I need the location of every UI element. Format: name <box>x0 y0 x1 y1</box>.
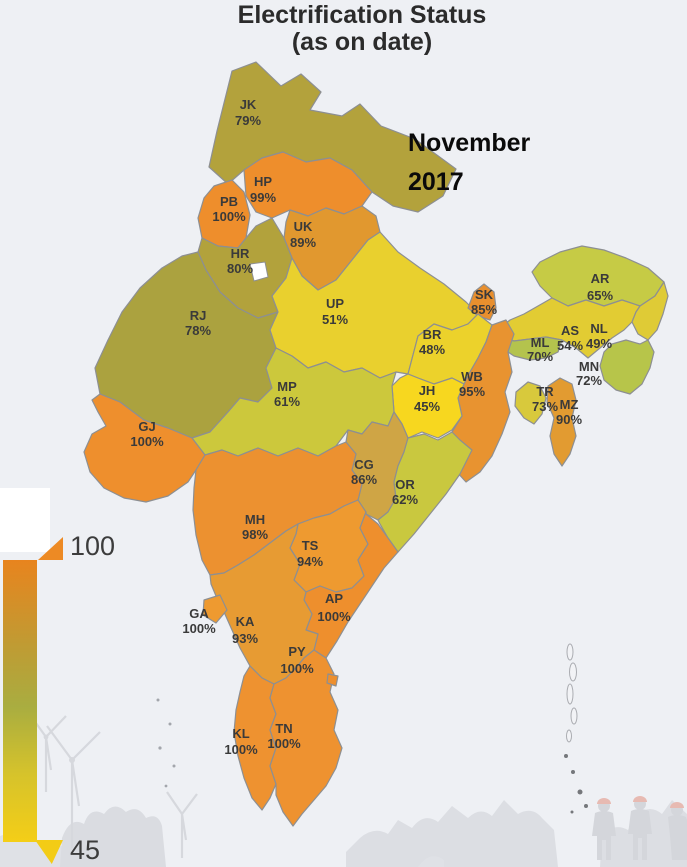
state-GJ[interactable] <box>83 393 206 503</box>
state-TN[interactable] <box>269 649 343 827</box>
state-label-KA: KA <box>236 614 255 629</box>
delhi-white-patch <box>249 261 269 282</box>
state-label-SK: SK <box>475 287 494 302</box>
village-silhouette-mid <box>346 800 558 867</box>
state-label-OR-pct: 62% <box>392 492 418 507</box>
state-label-PB-pct: 100% <box>212 209 246 224</box>
labels-layer: JK79%HP99%PB100%UK89%HR80%RJ78%UP51%SK85… <box>130 97 613 757</box>
title-line2: (as on date) <box>291 28 433 56</box>
state-label-ML: ML <box>531 335 550 350</box>
state-MN[interactable] <box>599 339 655 395</box>
state-label-MP: MP <box>277 379 297 394</box>
state-label-TR: TR <box>536 384 554 399</box>
state-label-BR: BR <box>423 327 442 342</box>
state-label-CG: CG <box>354 457 374 472</box>
state-label-NL-pct: 49% <box>586 336 612 351</box>
state-label-CG-pct: 86% <box>351 472 377 487</box>
date-label: November 2017 <box>408 124 530 202</box>
state-label-MN-pct: 72% <box>576 373 602 388</box>
turbine-hub <box>43 734 49 740</box>
page-title: Electrification Status (as on date) <box>140 2 584 56</box>
state-label-JK-pct: 79% <box>235 113 261 128</box>
state-label-AS: AS <box>561 323 579 338</box>
state-label-JH-pct: 45% <box>414 399 440 414</box>
state-label-MZ: MZ <box>560 397 579 412</box>
legend-gradient-bar <box>3 560 37 842</box>
state-label-HP: HP <box>254 174 272 189</box>
legend-max-label: 100 <box>70 531 116 561</box>
states-layer <box>83 61 669 827</box>
state-label-MH-pct: 98% <box>242 527 268 542</box>
state-label-NL: NL <box>590 321 607 336</box>
state-label-UP-pct: 51% <box>322 312 348 327</box>
nicobar-islands <box>564 754 588 814</box>
state-ML[interactable] <box>501 336 563 361</box>
state-NL[interactable] <box>631 281 669 341</box>
state-label-KL-pct: 100% <box>224 742 258 757</box>
state-label-JH: JH <box>419 383 436 398</box>
decor-layer <box>0 643 687 867</box>
wind-turbine-icon <box>27 711 198 858</box>
state-label-BR-pct: 48% <box>419 342 445 357</box>
state-label-TN-pct: 100% <box>267 736 301 751</box>
state-label-PB: PB <box>220 194 238 209</box>
date-year: 2017 <box>408 168 464 196</box>
tree-silhouette-left <box>60 806 166 867</box>
state-PY[interactable] <box>326 673 339 687</box>
state-label-AR-pct: 65% <box>587 288 613 303</box>
state-label-RJ: RJ <box>190 308 207 323</box>
state-label-MP-pct: 61% <box>274 394 300 409</box>
state-label-TR-pct: 73% <box>532 399 558 414</box>
state-label-AP: AP <box>325 591 343 606</box>
state-label-PY-pct: 100% <box>280 661 314 676</box>
state-KA[interactable] <box>209 523 319 685</box>
state-label-GJ-pct: 100% <box>130 434 164 449</box>
state-label-RJ-pct: 78% <box>185 323 211 338</box>
state-GA[interactable] <box>202 594 228 624</box>
worker-silhouette <box>592 796 687 860</box>
legend-whitebox <box>0 488 50 552</box>
date-month: November <box>408 129 531 157</box>
state-label-AP-pct: 100% <box>317 609 351 624</box>
state-WB[interactable] <box>447 319 515 483</box>
state-label-UP: UP <box>326 296 344 311</box>
state-label-PY: PY <box>288 644 306 659</box>
state-label-TS: TS <box>302 538 319 553</box>
state-OR[interactable] <box>377 431 473 553</box>
state-label-WB-pct: 95% <box>459 384 485 399</box>
state-label-KA-pct: 93% <box>232 631 258 646</box>
andaman-islands <box>566 643 578 743</box>
state-label-AR: AR <box>591 271 610 286</box>
state-label-TS-pct: 94% <box>297 554 323 569</box>
state-label-AS-pct: 54% <box>557 338 583 353</box>
state-MZ[interactable] <box>546 377 577 467</box>
state-label-MN: MN <box>579 359 599 374</box>
state-TR[interactable] <box>514 381 547 425</box>
state-label-TN: TN <box>275 721 292 736</box>
turbine-hub <box>69 757 75 763</box>
state-label-HR-pct: 80% <box>227 261 253 276</box>
state-label-ML-pct: 70% <box>527 349 553 364</box>
lakshadweep-islands <box>156 698 176 788</box>
state-label-HP-pct: 99% <box>250 190 276 205</box>
state-label-GA: GA <box>189 606 209 621</box>
state-label-SK-pct: 85% <box>471 302 497 317</box>
state-label-MH: MH <box>245 512 265 527</box>
state-label-UK-pct: 89% <box>290 235 316 250</box>
state-label-MZ-pct: 90% <box>556 412 582 427</box>
state-label-UK: UK <box>294 219 313 234</box>
title-line1: Electrification Status <box>237 1 487 29</box>
state-label-JK: JK <box>240 97 257 112</box>
bush-silhouette-mid <box>418 856 444 867</box>
state-label-KL: KL <box>232 726 249 741</box>
state-label-GA-pct: 100% <box>182 621 216 636</box>
state-label-OR: OR <box>395 477 415 492</box>
state-label-WB: WB <box>461 369 483 384</box>
legend-min-label: 45 <box>70 835 101 865</box>
state-label-GJ: GJ <box>138 419 155 434</box>
state-label-HR: HR <box>231 246 250 261</box>
